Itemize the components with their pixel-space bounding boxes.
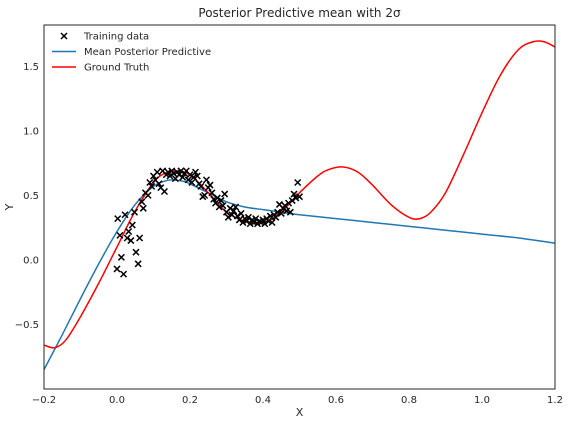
training-data-point <box>160 187 168 196</box>
training-data-point <box>286 208 294 216</box>
training-data-point <box>272 213 280 221</box>
ground-truth-line <box>44 40 555 349</box>
x-tick-label: −0.2 <box>32 395 56 406</box>
y-axis-ticks: −0.5 0.0 0.5 1.0 1.5 <box>15 62 39 331</box>
legend-label: Ground Truth <box>84 63 149 74</box>
y-tick-label: 1.5 <box>23 62 39 73</box>
training-data-point <box>177 167 185 175</box>
x-tick-label: 1.2 <box>547 395 563 406</box>
training-data-point <box>221 190 229 198</box>
training-data-point <box>148 182 156 190</box>
training-data-point <box>193 172 201 180</box>
x-tick-label: 1.0 <box>474 395 490 406</box>
training-data-point <box>206 181 214 189</box>
legend-item: Training data <box>60 32 149 43</box>
training-data-point <box>219 202 227 210</box>
y-tick-label: 1.0 <box>23 126 39 137</box>
training-data-point <box>202 176 210 184</box>
x-axis-ticks: −0.2 0.0 0.2 0.4 0.6 0.8 1.0 1.2 <box>32 395 563 406</box>
training-data-point <box>290 190 298 198</box>
training-data-point <box>226 204 234 212</box>
training-data-point <box>136 234 144 242</box>
x-tick-label: 0.8 <box>401 395 417 406</box>
training-points <box>113 167 304 278</box>
training-data-point <box>230 207 238 215</box>
y-tick-label: 0.5 <box>23 191 39 202</box>
training-data-point <box>138 198 146 206</box>
legend-label: Training data <box>83 32 149 43</box>
training-data-point <box>120 270 128 278</box>
training-data-point <box>116 231 124 239</box>
training-data-point <box>243 217 251 225</box>
x-axis-label: X <box>296 406 304 419</box>
x-tick-label: 0.2 <box>182 395 198 406</box>
legend: Training data Mean Posterior Predictive Gr… <box>52 32 211 74</box>
training-data-point <box>144 191 152 199</box>
training-data-point <box>217 197 225 205</box>
plot-frame <box>43 24 556 390</box>
y-axis-label: Y <box>3 203 16 211</box>
training-data-point <box>128 221 136 229</box>
training-data-point <box>186 171 194 179</box>
training-data-point <box>166 172 174 180</box>
legend-marker-x <box>60 32 68 40</box>
legend-item: Ground Truth <box>52 63 149 74</box>
training-data-point <box>224 213 232 221</box>
training-data-point <box>228 211 236 219</box>
training-data-point <box>179 173 187 181</box>
training-data-point <box>175 171 183 179</box>
training-data-point <box>132 248 140 256</box>
training-data-point <box>197 182 205 190</box>
training-data-point <box>244 213 252 221</box>
x-tick-label: 0.4 <box>255 395 271 406</box>
training-data-point <box>281 202 289 210</box>
training-data-point <box>268 218 276 227</box>
training-data-point <box>113 265 121 273</box>
training-data-point <box>188 178 196 187</box>
training-data-point <box>139 204 147 212</box>
training-data-point <box>213 194 221 202</box>
training-data-point <box>146 178 154 187</box>
training-data-point <box>114 215 122 223</box>
training-data-point <box>155 180 163 188</box>
chart-title: Posterior Predictive mean with 2σ <box>198 6 401 20</box>
training-data-point <box>130 208 139 216</box>
training-data-point <box>121 211 129 219</box>
training-data-point <box>233 212 241 220</box>
training-data-point <box>261 220 269 228</box>
training-data-point <box>123 234 131 242</box>
training-data-point <box>153 168 161 176</box>
training-data-point <box>237 209 245 217</box>
training-data-point <box>295 193 304 201</box>
training-data-point <box>288 197 296 205</box>
plot-area <box>43 24 556 390</box>
y-tick-label: 0.0 <box>23 255 39 266</box>
legend-label: Mean Posterior Predictive <box>84 47 211 58</box>
training-data-point <box>252 215 260 223</box>
training-data-point <box>294 178 302 187</box>
training-data-point <box>235 216 243 224</box>
x-tick-label: 0.0 <box>109 395 125 406</box>
training-data-point <box>191 168 200 176</box>
training-data-point <box>232 203 240 211</box>
training-data-point <box>208 189 216 197</box>
training-data-point <box>117 253 125 261</box>
training-data-point <box>201 191 209 199</box>
y-tick-label: −0.5 <box>15 320 39 331</box>
training-data-point <box>184 176 192 184</box>
training-data-point <box>285 199 293 207</box>
legend-item: Mean Posterior Predictive <box>52 47 211 58</box>
training-data-point <box>125 227 133 236</box>
x-tick-label: 0.6 <box>328 395 344 406</box>
training-data-point <box>134 260 142 268</box>
training-data-point <box>127 237 135 245</box>
training-data-point <box>277 209 285 217</box>
